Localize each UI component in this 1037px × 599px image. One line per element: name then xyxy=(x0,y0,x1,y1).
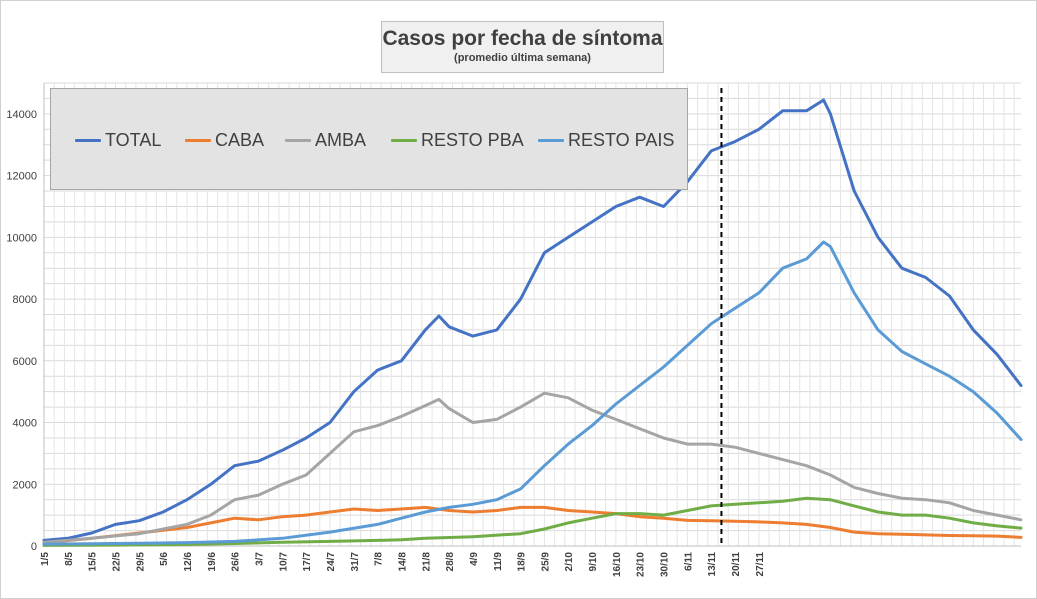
legend-item-total: TOTAL xyxy=(75,129,161,151)
legend-label-resto-pba: RESTO PBA xyxy=(421,129,524,150)
legend-item-amba: AMBA xyxy=(285,129,366,151)
legend-swatch-amba xyxy=(285,138,311,142)
series-line-amba xyxy=(42,391,1023,544)
series-line-caba xyxy=(42,505,1023,545)
y-tick-label: 8000 xyxy=(13,294,37,306)
legend-swatch-resto-pais xyxy=(538,138,564,142)
y-tick-label: 0 xyxy=(31,541,37,553)
x-tick-label: 3/7 xyxy=(254,552,265,566)
x-tick-label: 16/10 xyxy=(612,552,623,577)
legend-item-resto-pba: RESTO PBA xyxy=(391,129,524,151)
x-tick-label: 17/7 xyxy=(302,552,313,572)
x-tick-label: 27/11 xyxy=(755,552,766,577)
x-tick-label: 14/8 xyxy=(397,552,408,572)
title-box: Casos por fecha de síntoma (promedio últ… xyxy=(381,21,664,73)
axis-layer: 0 2000 4000 6000 8000 10000 12000 14000 1/5 8/5 15… xyxy=(6,83,1021,577)
x-tick-label: 30/10 xyxy=(660,552,671,577)
chart-title: Casos por fecha de síntoma xyxy=(382,27,663,50)
x-tick-label: 19/6 xyxy=(207,552,218,572)
y-tick-label: 14000 xyxy=(6,109,37,121)
x-tick-label: 15/5 xyxy=(88,552,99,572)
chart-subtitle: (promedio última semana) xyxy=(454,52,591,64)
legend: TOTAL CABA AMBA RESTO PBA RESTO PAIS xyxy=(50,88,688,190)
series-line-resto-pais xyxy=(42,240,1023,546)
x-tick-label: 22/5 xyxy=(111,552,122,572)
x-tick-label: 20/11 xyxy=(731,552,742,577)
legend-item-caba: CABA xyxy=(185,129,264,151)
legend-label-total: TOTAL xyxy=(105,129,162,150)
x-tick-label: 9/10 xyxy=(588,552,599,572)
x-tick-label: 25/9 xyxy=(540,552,551,572)
x-tick-label: 6/11 xyxy=(683,552,694,571)
legend-label-resto-pais: RESTO PAIS xyxy=(568,129,675,150)
x-tick-label: 8/5 xyxy=(64,552,75,566)
x-tick-label: 5/6 xyxy=(159,552,170,566)
series-layer xyxy=(42,98,1023,547)
x-tick-label: 4/9 xyxy=(469,552,480,566)
y-tick-label: 10000 xyxy=(6,232,37,244)
x-tick-label: 18/9 xyxy=(517,552,528,572)
y-tick-label: 6000 xyxy=(13,356,37,368)
x-tick-label: 1/5 xyxy=(40,552,51,566)
y-tick-label: 12000 xyxy=(6,171,37,183)
x-tick-label: 2/10 xyxy=(564,552,575,572)
legend-label-caba: CABA xyxy=(215,129,265,150)
x-tick-label: 23/10 xyxy=(636,552,647,577)
x-tick-label: 21/8 xyxy=(421,552,432,572)
x-tick-label: 13/11 xyxy=(707,552,718,577)
x-tick-label: 28/8 xyxy=(445,552,456,572)
legend-swatch-resto-pba xyxy=(391,138,417,142)
legend-swatch-total xyxy=(75,138,101,142)
legend-item-resto-pais: RESTO PAIS xyxy=(538,129,674,151)
series-line-total xyxy=(42,98,1023,542)
series-line-resto-pba xyxy=(42,496,1023,547)
x-tick-label: 12/6 xyxy=(183,552,194,572)
x-tick-label: 24/7 xyxy=(326,552,337,572)
legend-label-amba: AMBA xyxy=(315,129,367,150)
y-tick-label: 4000 xyxy=(13,418,37,430)
x-tick-label: 26/6 xyxy=(231,552,242,572)
legend-swatch-caba xyxy=(185,138,211,142)
x-tick-label: 10/7 xyxy=(278,552,289,572)
x-tick-label: 29/5 xyxy=(135,552,146,572)
x-tick-label: 11/9 xyxy=(493,552,504,571)
x-tick-label: 31/7 xyxy=(350,552,361,572)
x-tick-label: 7/8 xyxy=(374,552,385,566)
y-tick-label: 2000 xyxy=(13,479,37,491)
